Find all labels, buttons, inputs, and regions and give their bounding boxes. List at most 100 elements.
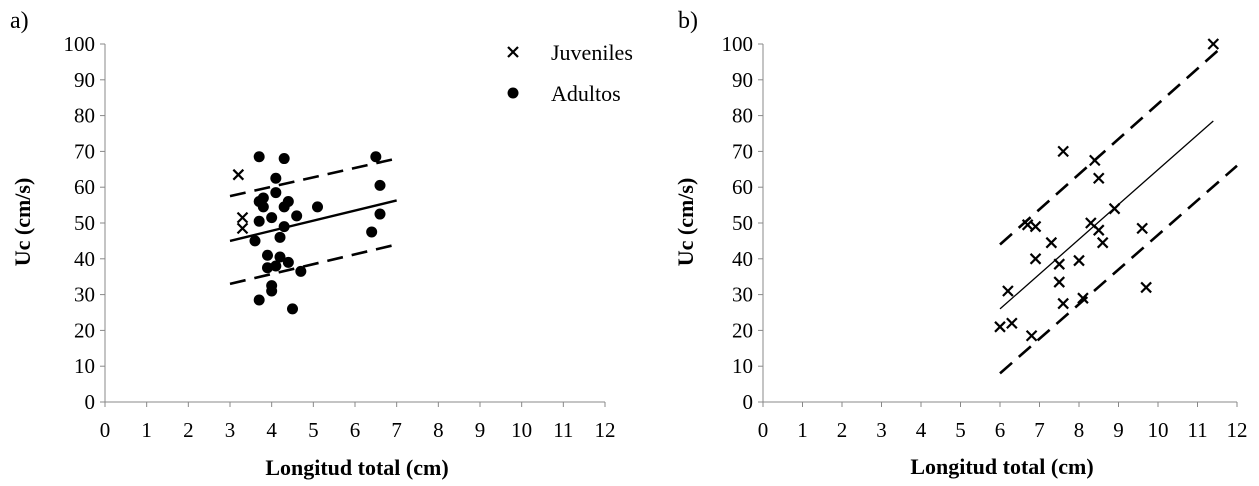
y-tick-label: 90	[74, 68, 95, 92]
legend: Juveniles Adultos	[507, 40, 633, 106]
y-tick-label: 50	[732, 211, 753, 235]
x-tick-label: 0	[100, 418, 111, 442]
data-point-x	[1207, 38, 1220, 50]
y-tick-label: 100	[722, 32, 754, 56]
x-tick-label: 4	[916, 418, 927, 442]
x-tick-label: 11	[1187, 418, 1207, 442]
data-point-adulto	[253, 215, 265, 227]
legend-marker-juveniles	[507, 46, 519, 58]
y-tick-label: 10	[74, 354, 95, 378]
x-tick-label: 0	[758, 418, 769, 442]
data-point-x	[1057, 297, 1069, 310]
data-point-adulto	[278, 221, 290, 233]
data-point-adulto	[366, 226, 378, 238]
y-tick-label: 30	[74, 283, 95, 307]
data-point-adulto	[253, 151, 265, 163]
prediction-band-line	[229, 243, 397, 286]
regression-line	[999, 120, 1214, 310]
x-tick-label: 12	[1227, 418, 1248, 442]
data-point-x	[1073, 254, 1085, 267]
data-point-x	[236, 222, 249, 235]
data-point-x	[1029, 220, 1042, 233]
y-tick-label: 20	[74, 318, 95, 342]
data-point-x	[1053, 276, 1066, 288]
y-tick-label: 100	[64, 32, 96, 56]
x-tick-label: 5	[955, 418, 966, 442]
data-point-x	[1140, 281, 1152, 294]
y-tick-label: 30	[732, 283, 753, 307]
data-point-adulto	[257, 201, 269, 213]
data-point-adulto	[370, 151, 382, 163]
data-point-adulto	[253, 294, 265, 306]
x-tick-label: 8	[1074, 418, 1085, 442]
data-point-adulto	[312, 201, 323, 213]
x-tick-label: 3	[225, 418, 236, 442]
panel-b: b) Longitud total (cm) Uc (cm/s) 0102030…	[673, 8, 1248, 479]
data-point-x	[1002, 285, 1014, 297]
data-point-adulto	[270, 187, 282, 199]
legend-marker-adultos	[507, 87, 519, 99]
y-tick-label: 70	[74, 139, 95, 163]
x-tick-label: 7	[391, 418, 402, 442]
x-tick-label: 1	[797, 418, 808, 442]
x-tick-label: 2	[837, 418, 848, 442]
data-point-adulto	[270, 172, 282, 184]
data-point-adulto	[266, 212, 278, 224]
x-tick-label: 5	[308, 418, 319, 442]
data-point-x	[232, 168, 245, 181]
x-tick-label: 9	[1113, 418, 1124, 442]
data-point-x	[1077, 292, 1089, 304]
data-point-adulto	[374, 179, 386, 191]
y-axis-title-b: Uc (cm/s)	[673, 178, 698, 267]
data-point-x	[1053, 258, 1066, 270]
y-tick-label: 90	[732, 68, 753, 92]
data-point-adulto	[266, 285, 278, 297]
y-tick-label: 10	[732, 354, 753, 378]
data-point-x	[1092, 224, 1105, 236]
y-tick-label: 60	[74, 175, 95, 199]
y-tick-label: 60	[732, 175, 753, 199]
x-axis-title-a: Longitud total (cm)	[265, 455, 448, 480]
regression-line	[229, 199, 397, 243]
data-point-adulto	[278, 153, 290, 165]
data-point-adulto	[295, 265, 307, 277]
x-tick-label: 2	[183, 418, 194, 442]
data-point-x	[1089, 154, 1101, 167]
data-point-x	[1006, 317, 1018, 330]
x-tick-label: 4	[266, 418, 277, 442]
data-point-adulto	[262, 249, 273, 261]
data-point-x	[1136, 222, 1148, 235]
y-axis-title-a: Uc (cm/s)	[10, 178, 35, 267]
legend-label-juveniles: Juveniles	[551, 40, 633, 65]
data-point-x	[1045, 236, 1058, 249]
data-point-adulto	[257, 192, 269, 204]
y-tick-label: 20	[732, 318, 753, 342]
data-point-adulto	[249, 235, 261, 247]
data-point-adulto	[282, 256, 294, 268]
data-point-x	[236, 211, 249, 224]
x-tick-label: 7	[1034, 418, 1045, 442]
data-point-adulto	[262, 262, 273, 274]
panel-label-a: a)	[10, 8, 29, 34]
x-tick-label: 9	[475, 418, 486, 442]
y-tick-label: 70	[732, 139, 753, 163]
x-tick-label: 1	[141, 418, 152, 442]
panel-label-b: b)	[678, 8, 698, 34]
x-tick-label: 8	[433, 418, 444, 442]
y-tick-label: 40	[732, 247, 753, 271]
x-tick-label: 12	[595, 418, 616, 442]
y-tick-label: 80	[732, 104, 753, 128]
data-point-adulto	[282, 196, 294, 208]
legend-label-adultos: Adultos	[551, 81, 621, 106]
data-point-x	[1096, 236, 1109, 249]
x-tick-label: 6	[995, 418, 1006, 442]
data-point-x	[994, 321, 1006, 333]
y-tick-label: 40	[74, 247, 95, 271]
panel-a: a) Longitud total (cm) Uc (cm/s) Juvenil…	[10, 8, 633, 480]
x-tick-label: 11	[553, 418, 573, 442]
prediction-band-line	[229, 157, 397, 198]
y-tick-label: 0	[85, 390, 96, 414]
prediction-band-line	[999, 46, 1223, 246]
data-point-adulto	[274, 231, 286, 243]
